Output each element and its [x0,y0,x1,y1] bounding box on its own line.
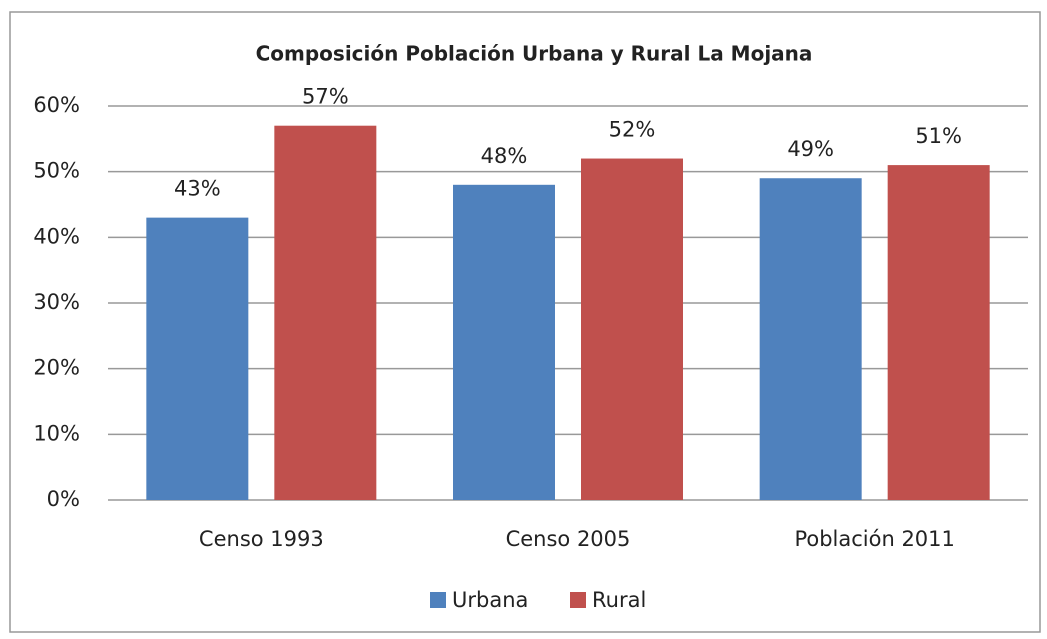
data-label: 43% [174,177,221,201]
data-label: 57% [302,85,349,109]
bar [274,125,377,500]
y-tick-label: 0% [47,487,80,511]
x-tick-label: Población 2011 [794,527,954,551]
data-label: 48% [481,144,528,168]
bar [887,165,990,500]
y-tick-label: 40% [33,224,80,248]
legend-swatch [430,592,446,608]
chart-title: Composición Población Urbana y Rural La … [256,42,813,66]
data-label: 52% [609,118,656,142]
x-tick-label: Censo 2005 [506,527,631,551]
data-label: 49% [787,137,834,161]
x-tick-label: Censo 1993 [199,527,324,551]
data-label: 51% [915,124,962,148]
y-tick-label: 30% [33,290,80,314]
bar [146,217,249,500]
y-tick-label: 20% [33,356,80,380]
y-tick-label: 50% [33,159,80,183]
legend-label: Rural [592,588,646,612]
y-tick-label: 60% [33,93,80,117]
bar [453,184,555,501]
legend-label: Urbana [452,588,528,612]
bar [759,178,862,500]
y-tick-label: 10% [33,421,80,445]
bar [581,158,683,501]
legend-swatch [570,592,586,608]
